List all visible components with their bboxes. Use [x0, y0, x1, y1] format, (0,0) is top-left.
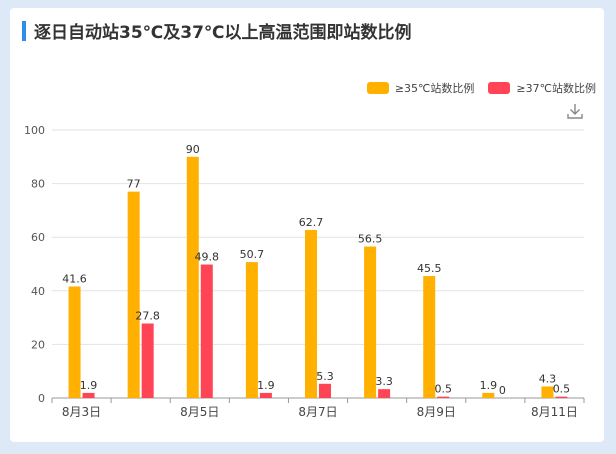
x-tick-label: 8月11日 — [531, 405, 578, 419]
data-label-37: 1.9 — [257, 379, 275, 392]
bar-35 — [541, 386, 554, 398]
data-label-35: 41.6 — [62, 273, 87, 286]
bar-37 — [259, 392, 272, 398]
x-tick-label: 8月3日 — [62, 405, 101, 419]
data-label-35: 62.7 — [299, 216, 324, 229]
data-label-37: 49.8 — [195, 251, 220, 264]
bar-37 — [200, 264, 213, 398]
data-label-35: 50.7 — [240, 248, 265, 261]
bar-35 — [127, 191, 140, 398]
y-tick-label: 0 — [38, 392, 45, 405]
bar-37 — [82, 392, 95, 398]
data-label-35: 45.5 — [417, 262, 442, 275]
bar-35 — [305, 229, 317, 398]
y-tick-label: 60 — [31, 231, 45, 244]
chart-title: 逐日自动站35℃及37℃以上高温范围即站数比例 — [34, 23, 412, 43]
data-label-37: 1.9 — [80, 379, 98, 392]
y-tick-label: 20 — [31, 338, 45, 351]
bar-37 — [378, 389, 391, 398]
bar-35 — [186, 156, 199, 398]
legend-swatch-35 — [366, 82, 389, 94]
legend-item-37[interactable]: ≥37℃站数比例 — [488, 80, 596, 96]
bar-35 — [482, 392, 495, 398]
x-tick-label: 8月9日 — [417, 405, 456, 419]
data-label-35: 1.9 — [480, 379, 498, 392]
data-label-37: 3.3 — [375, 375, 393, 388]
data-label-37: 0.5 — [553, 383, 571, 396]
bar-37 — [141, 323, 154, 398]
data-label-37: 0 — [499, 384, 506, 397]
download-icon[interactable] — [565, 101, 585, 121]
y-tick-label: 100 — [24, 124, 45, 137]
bar-37 — [319, 383, 331, 398]
bar-35 — [364, 246, 377, 398]
title-accent-bar — [22, 21, 26, 41]
legend-label-37: ≥37℃站数比例 — [516, 82, 596, 95]
x-tick-label: 8月5日 — [180, 405, 219, 419]
data-label-37: 0.5 — [434, 383, 452, 396]
bar-35 — [68, 286, 81, 398]
bar-37 — [555, 396, 568, 398]
legend-label-35: ≥35℃站数比例 — [394, 82, 475, 95]
x-tick-label: 8月7日 — [298, 405, 337, 419]
data-label-35: 90 — [186, 143, 200, 156]
data-label-37: 5.3 — [316, 370, 334, 383]
legend-swatch-37 — [488, 82, 511, 94]
y-tick-label: 40 — [31, 285, 45, 298]
bar-37 — [437, 396, 450, 398]
data-label-35: 77 — [127, 178, 141, 191]
bar-35 — [245, 262, 258, 398]
legend: ≥35℃站数比例 ≥37℃站数比例 — [353, 80, 596, 96]
legend-item-35[interactable]: ≥35℃站数比例 — [366, 80, 475, 96]
data-label-35: 4.3 — [539, 372, 557, 385]
data-label-37: 27.8 — [135, 309, 160, 322]
y-tick-label: 80 — [31, 178, 45, 191]
data-label-35: 56.5 — [358, 233, 383, 246]
bar-35 — [423, 276, 436, 398]
